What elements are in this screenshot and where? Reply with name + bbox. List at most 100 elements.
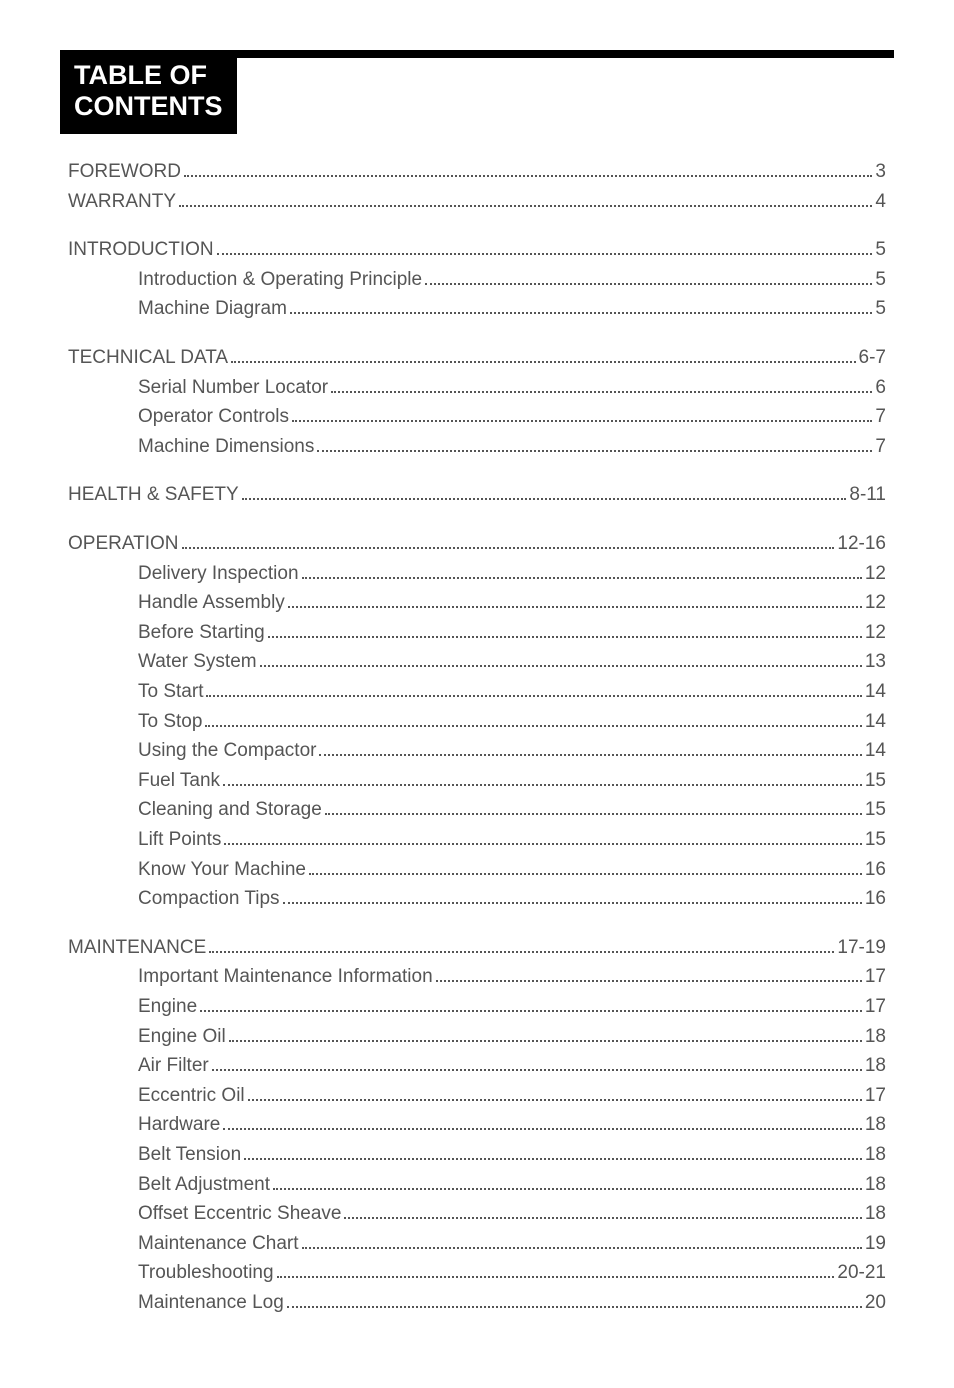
toc-label: WARRANTY (68, 189, 176, 216)
toc-page: 14 (865, 679, 886, 706)
toc-label: MAINTENANCE (68, 935, 206, 962)
toc-dots (217, 253, 873, 255)
toc-label: Hardware (138, 1112, 220, 1139)
toc-container: FOREWORD3WARRANTY4INTRODUCTION5Introduct… (60, 159, 894, 1316)
toc-line: MAINTENANCE17-19 (68, 935, 886, 962)
toc-label: Engine (138, 994, 197, 1021)
toc-dots (317, 450, 872, 452)
toc-line: To Start14 (68, 679, 886, 706)
toc-line: Serial Number Locator 6 (68, 375, 886, 402)
toc-page: 20-21 (837, 1260, 886, 1287)
toc-label: Eccentric Oil (138, 1083, 245, 1110)
toc-page: 5 (875, 237, 886, 264)
toc-page: 14 (865, 738, 886, 765)
toc-page: 3 (875, 159, 886, 186)
toc-line: Water System13 (68, 649, 886, 676)
toc-label: INTRODUCTION (68, 237, 214, 264)
toc-page: 12-16 (837, 531, 886, 558)
toc-line: Fuel Tank 15 (68, 768, 886, 795)
toc-dots (325, 813, 862, 815)
header-line2: CONTENTS (74, 91, 223, 122)
toc-dots (319, 754, 861, 756)
toc-page: 12 (865, 590, 886, 617)
toc-group: MAINTENANCE17-19Important Maintenance In… (68, 935, 886, 1317)
toc-line: To Stop14 (68, 709, 886, 736)
toc-line: Delivery Inspection 12 (68, 561, 886, 588)
toc-label: Cleaning and Storage (138, 797, 322, 824)
toc-label: Handle Assembly (138, 590, 285, 617)
toc-line: Handle Assembly 12 (68, 590, 886, 617)
toc-line: Eccentric Oil17 (68, 1083, 886, 1110)
toc-page: 18 (865, 1053, 886, 1080)
toc-label: Air Filter (138, 1053, 209, 1080)
toc-page: 15 (865, 827, 886, 854)
toc-dots (268, 636, 862, 638)
toc-page: 15 (865, 768, 886, 795)
toc-line: INTRODUCTION 5 (68, 237, 886, 264)
toc-line: Maintenance Log20 (68, 1290, 886, 1317)
toc-line: Operator Controls7 (68, 404, 886, 431)
toc-label: Belt Adjustment (138, 1172, 270, 1199)
toc-page: 17 (865, 964, 886, 991)
toc-label: Important Maintenance Information (138, 964, 433, 991)
toc-group: FOREWORD 3 WARRANTY 4 (68, 159, 886, 215)
toc-line: WARRANTY 4 (68, 189, 886, 216)
toc-line: Hardware18 (68, 1112, 886, 1139)
toc-line: Using the Compactor 14 (68, 738, 886, 765)
toc-dots (200, 1010, 862, 1012)
toc-line: Machine Diagram5 (68, 296, 886, 323)
toc-group: INTRODUCTION5Introduction & Operating Pr… (68, 237, 886, 323)
toc-page: 7 (875, 434, 886, 461)
header-title: TABLE OF CONTENTS (60, 50, 237, 134)
toc-page: 6 (875, 375, 886, 402)
toc-label: Using the Compactor (138, 738, 316, 765)
toc-page: 4 (875, 189, 886, 216)
toc-dots (184, 175, 872, 177)
toc-page: 20 (865, 1290, 886, 1317)
toc-label: Operator Controls (138, 404, 289, 431)
toc-group: TECHNICAL DATA6-7Serial Number Locator6O… (68, 345, 886, 460)
toc-group: OPERATION12-16Delivery Inspection12Handl… (68, 531, 886, 913)
toc-line: Important Maintenance Information 17 (68, 964, 886, 991)
toc-dots (292, 420, 872, 422)
toc-page: 16 (865, 886, 886, 913)
toc-dots (287, 1306, 862, 1308)
toc-label: Troubleshooting (138, 1260, 274, 1287)
toc-label: Delivery Inspection (138, 561, 299, 588)
toc-dots (179, 205, 872, 207)
toc-label: HEALTH & SAFETY (68, 482, 239, 509)
toc-label: FOREWORD (68, 159, 181, 186)
toc-group: HEALTH & SAFETY8-11 (68, 482, 886, 509)
toc-page: 14 (865, 709, 886, 736)
toc-line: Compaction Tips 16 (68, 886, 886, 913)
toc-line: Troubleshooting 20-21 (68, 1260, 886, 1287)
toc-label: Lift Points (138, 827, 221, 854)
toc-line: Air Filter 18 (68, 1053, 886, 1080)
header-line1: TABLE OF (74, 60, 223, 91)
toc-line: Engine Oil18 (68, 1024, 886, 1051)
toc-dots (231, 361, 855, 363)
toc-dots (182, 547, 835, 549)
toc-page: 17 (865, 994, 886, 1021)
toc-page: 18 (865, 1201, 886, 1228)
toc-line: OPERATION12-16 (68, 531, 886, 558)
toc-dots (344, 1217, 861, 1219)
toc-dots (302, 1247, 862, 1249)
toc-page: 5 (875, 267, 886, 294)
header-bar: TABLE OF CONTENTS (60, 50, 894, 134)
toc-line: Belt Tension18 (68, 1142, 886, 1169)
toc-page: 12 (865, 561, 886, 588)
toc-label: TECHNICAL DATA (68, 345, 228, 372)
toc-label: Belt Tension (138, 1142, 241, 1169)
toc-label: Serial Number Locator (138, 375, 328, 402)
toc-label: Fuel Tank (138, 768, 220, 795)
toc-page: 5 (875, 296, 886, 323)
toc-dots (331, 391, 872, 393)
toc-label: Offset Eccentric Sheave (138, 1201, 341, 1228)
toc-line: Introduction & Operating Principle5 (68, 267, 886, 294)
toc-label: Compaction Tips (138, 886, 280, 913)
toc-dots (283, 902, 862, 904)
toc-line: Know Your Machine16 (68, 857, 886, 884)
toc-line: Cleaning and Storage15 (68, 797, 886, 824)
toc-line: HEALTH & SAFETY8-11 (68, 482, 886, 509)
